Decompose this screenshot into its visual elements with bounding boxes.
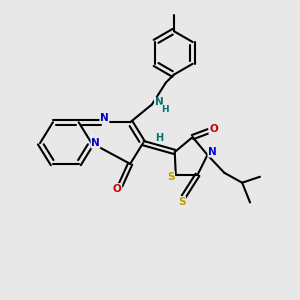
Text: N: N bbox=[208, 147, 217, 157]
Text: H: H bbox=[155, 133, 163, 142]
Text: S: S bbox=[167, 172, 175, 182]
Text: N: N bbox=[100, 113, 109, 123]
Text: S: S bbox=[178, 196, 185, 206]
Text: N: N bbox=[154, 98, 163, 107]
Text: N: N bbox=[91, 138, 100, 148]
Text: O: O bbox=[113, 184, 122, 194]
Text: O: O bbox=[209, 124, 218, 134]
Text: H: H bbox=[161, 105, 169, 114]
